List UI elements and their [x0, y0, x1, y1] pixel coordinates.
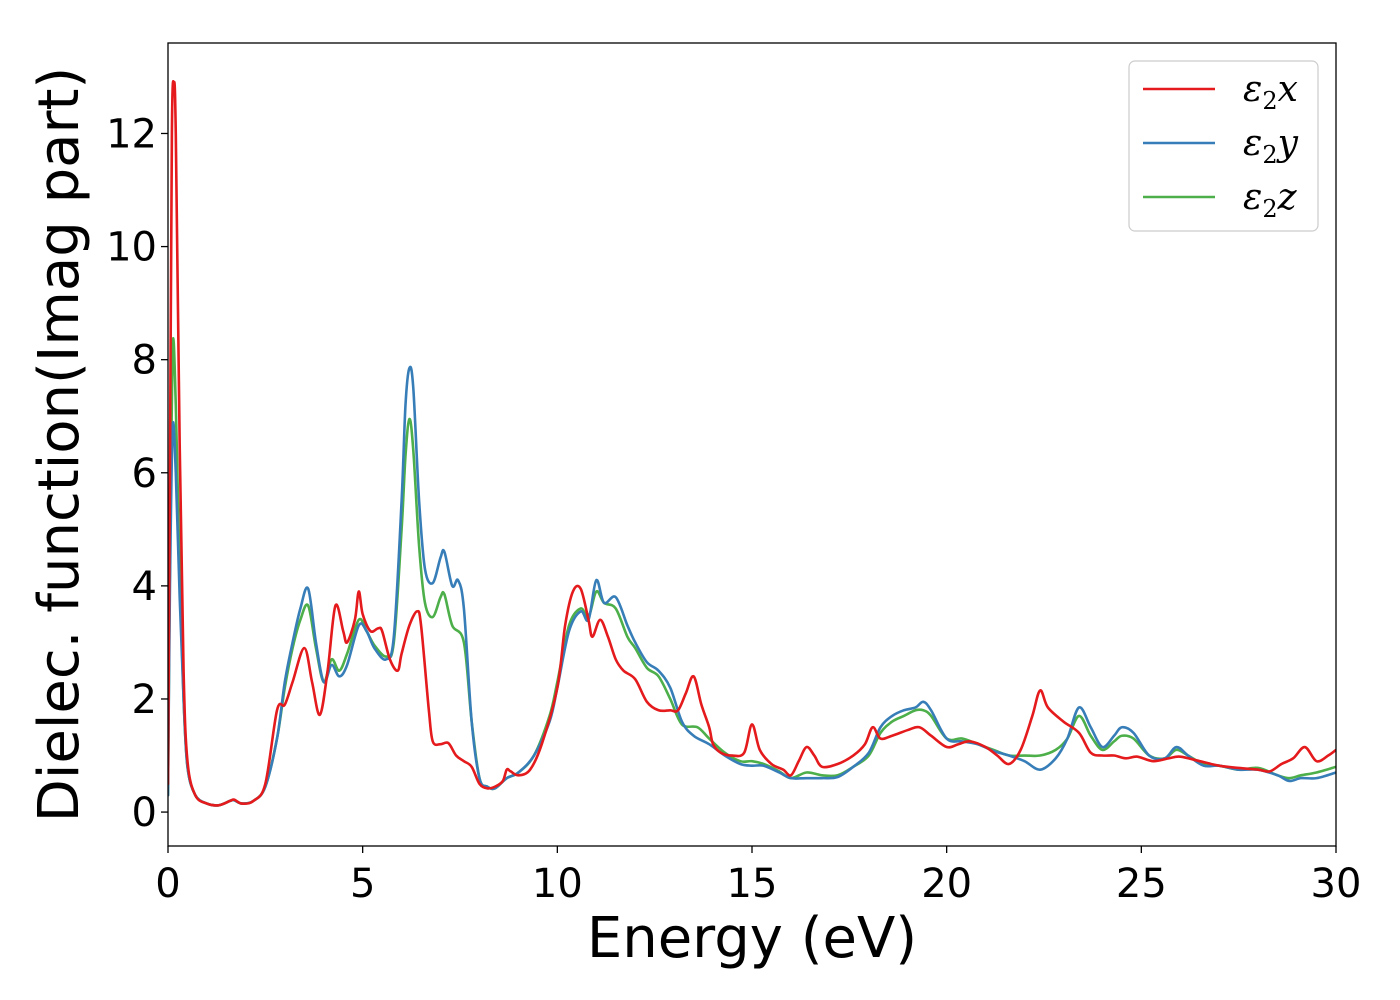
x-tick-label: 0: [155, 861, 180, 907]
legend-label-x: ε2x: [1243, 69, 1298, 115]
x-tick-label: 25: [1116, 861, 1167, 907]
series-line-x: [168, 80, 1336, 807]
legend-label-z: ε2z: [1243, 177, 1298, 223]
y-tick-label: 0: [132, 790, 157, 836]
legend-frame: [1128, 60, 1319, 232]
y-tick-label: 4: [132, 564, 157, 610]
x-tick-label: 10: [532, 861, 583, 907]
y-tick-label: 10: [106, 225, 157, 271]
y-tick-label: 8: [132, 338, 157, 384]
x-tick-label: 5: [350, 861, 375, 907]
series-line-y: [168, 365, 1336, 807]
series-layer: [168, 80, 1336, 807]
legend-label-y: ε2y: [1243, 123, 1299, 169]
legend: ε2x ε2y ε2z: [1128, 60, 1319, 232]
y-tick-label: 12: [106, 111, 157, 157]
y-tick-label: 6: [132, 451, 157, 497]
y-axis-title: Dielec. function(Imag part): [27, 67, 92, 823]
x-tick-label: 30: [1311, 861, 1362, 907]
y-tick-label: 2: [132, 677, 157, 723]
x-tick-label: 15: [727, 861, 778, 907]
x-tick-label: 20: [921, 861, 972, 907]
y-axis: 0 2 4 6 8 10 12: [106, 111, 168, 836]
x-axis: 0 5 10 15 20 25 30: [155, 846, 1361, 907]
x-axis-title: Energy (eV): [587, 906, 917, 971]
